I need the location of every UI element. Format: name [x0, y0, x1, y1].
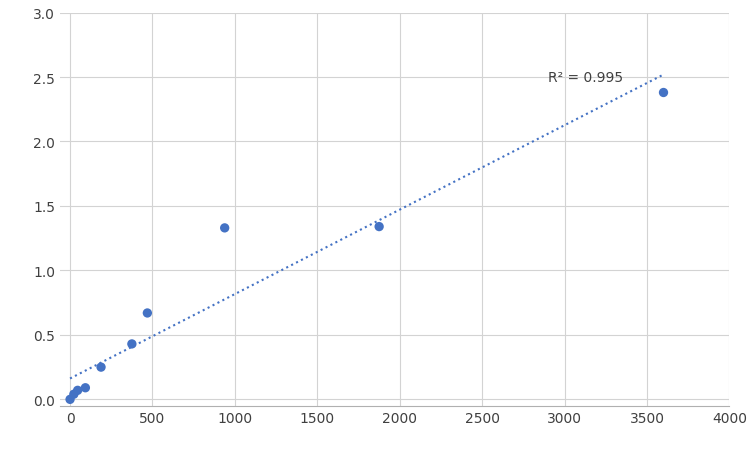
Text: R² = 0.995: R² = 0.995	[548, 71, 623, 85]
Point	[80, 384, 92, 391]
Point	[141, 310, 153, 317]
Point	[219, 225, 231, 232]
Point	[126, 341, 138, 348]
Point	[68, 391, 80, 398]
Point	[95, 364, 107, 371]
Point	[373, 224, 385, 231]
Point	[657, 90, 669, 97]
Point	[64, 396, 76, 403]
Point	[71, 387, 83, 394]
